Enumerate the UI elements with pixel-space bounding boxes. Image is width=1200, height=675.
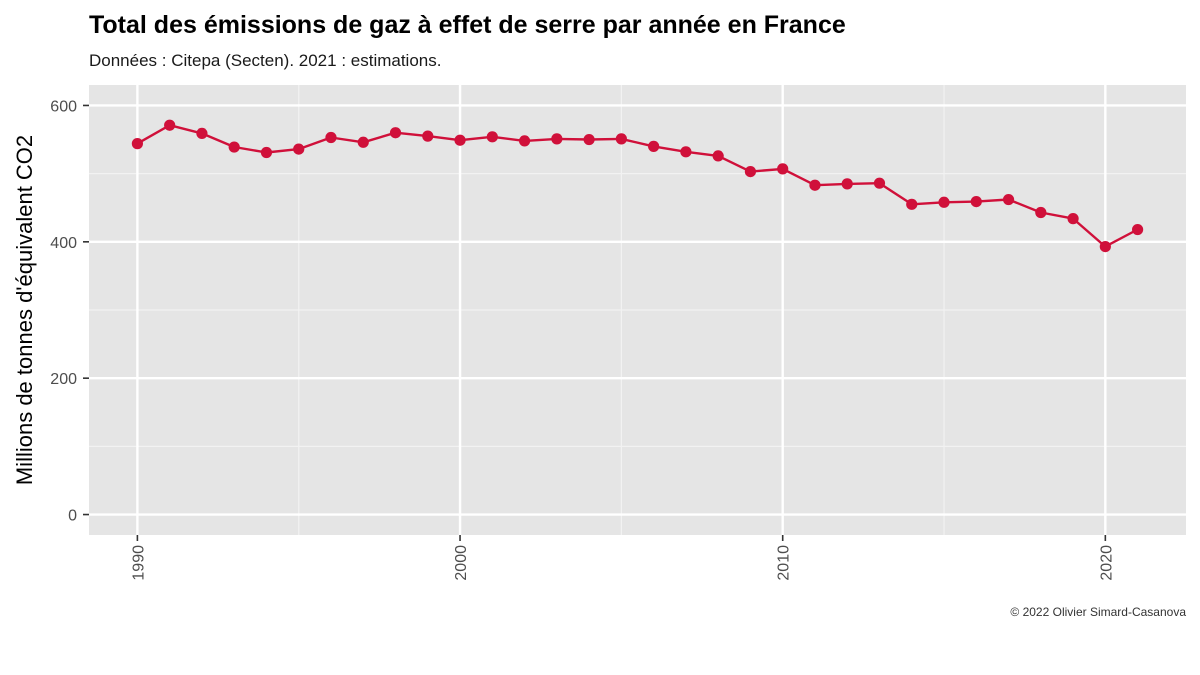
x-tick-label: 1990 (130, 545, 147, 581)
x-axis: 1990 2000 2010 2020 (130, 535, 1115, 581)
data-point (196, 127, 208, 140)
data-point (1067, 213, 1079, 225)
x-tick-label: 2020 (1098, 545, 1115, 581)
data-point (551, 133, 563, 145)
data-point (1099, 240, 1111, 253)
data-point (131, 138, 143, 150)
data-point (389, 127, 402, 139)
y-tick-label: 400 (50, 235, 77, 252)
data-point (841, 178, 853, 190)
data-point (970, 195, 982, 208)
data-point (486, 131, 498, 143)
data-point (809, 179, 821, 191)
data-point (228, 141, 240, 153)
data-point (712, 150, 724, 162)
data-point (422, 130, 434, 142)
data-point (648, 140, 660, 152)
y-tick-label: 600 (50, 98, 77, 115)
x-tick-label: 2000 (453, 545, 470, 581)
data-point (680, 146, 692, 158)
chart-subtitle: Données : Citepa (Secten). 2021 : estima… (89, 51, 441, 70)
data-point (1035, 206, 1047, 219)
data-point (615, 133, 627, 145)
data-point (744, 165, 757, 178)
y-axis-title: Millions de tonnes d'équivalent CO2 (12, 135, 37, 485)
data-point (1132, 223, 1144, 236)
data-point (454, 134, 466, 146)
data-point (357, 136, 369, 148)
data-point (260, 146, 273, 159)
data-point (873, 177, 886, 189)
data-point (1002, 193, 1015, 206)
x-tick-label: 2010 (776, 545, 793, 581)
chart-title: Total des émissions de gaz à effet de se… (89, 11, 846, 39)
data-point (906, 198, 918, 210)
y-axis: 0 200 400 600 (50, 98, 89, 525)
minor-gridlines (89, 85, 1186, 535)
data-point (583, 133, 595, 146)
chart-caption: © 2022 Olivier Simard-Casanova (1010, 605, 1186, 619)
y-tick-label: 0 (68, 508, 77, 525)
data-point (938, 196, 950, 208)
data-point (518, 135, 531, 147)
series-layer (131, 119, 1144, 253)
data-point (777, 163, 789, 175)
y-tick-label: 200 (50, 371, 77, 388)
data-point (325, 131, 337, 144)
major-gridlines (89, 85, 1186, 535)
data-point (164, 119, 176, 131)
data-point (293, 143, 305, 155)
